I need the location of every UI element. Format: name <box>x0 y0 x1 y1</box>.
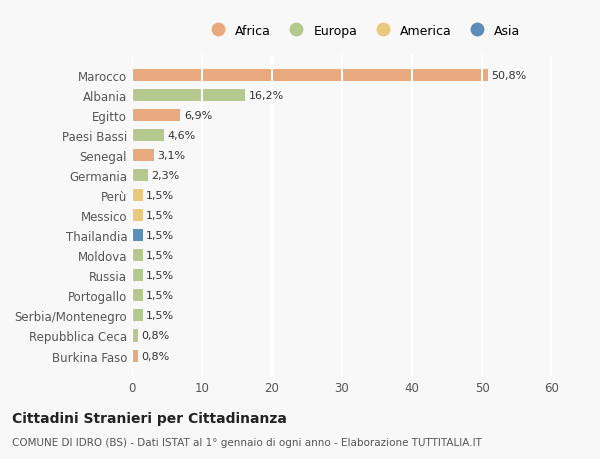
Text: 0,8%: 0,8% <box>141 331 169 341</box>
Text: 0,8%: 0,8% <box>141 351 169 361</box>
Bar <box>132 150 154 162</box>
Bar <box>132 170 148 182</box>
Text: 1,5%: 1,5% <box>146 251 174 261</box>
Text: 2,3%: 2,3% <box>152 171 180 181</box>
Text: 1,5%: 1,5% <box>146 311 174 321</box>
Bar <box>132 330 137 342</box>
Text: 3,1%: 3,1% <box>157 151 185 161</box>
Text: 1,5%: 1,5% <box>146 271 174 281</box>
Text: 6,9%: 6,9% <box>184 111 212 121</box>
Text: 16,2%: 16,2% <box>249 91 284 101</box>
Text: 1,5%: 1,5% <box>146 191 174 201</box>
Bar <box>132 270 143 282</box>
Text: COMUNE DI IDRO (BS) - Dati ISTAT al 1° gennaio di ogni anno - Elaborazione TUTTI: COMUNE DI IDRO (BS) - Dati ISTAT al 1° g… <box>12 437 482 447</box>
Text: 1,5%: 1,5% <box>146 211 174 221</box>
Bar <box>132 230 143 242</box>
Text: Cittadini Stranieri per Cittadinanza: Cittadini Stranieri per Cittadinanza <box>12 411 287 425</box>
Bar <box>132 190 143 202</box>
Bar <box>132 290 143 302</box>
Bar <box>132 90 245 102</box>
Text: 1,5%: 1,5% <box>146 291 174 301</box>
Legend: Africa, Europa, America, Asia: Africa, Europa, America, Asia <box>200 20 526 43</box>
Bar <box>132 250 143 262</box>
Bar <box>132 210 143 222</box>
Bar <box>132 130 164 142</box>
Text: 4,6%: 4,6% <box>168 131 196 141</box>
Bar <box>132 110 181 122</box>
Bar <box>132 350 137 362</box>
Text: 1,5%: 1,5% <box>146 231 174 241</box>
Bar <box>132 310 143 322</box>
Bar <box>132 70 488 82</box>
Text: 50,8%: 50,8% <box>491 71 526 81</box>
